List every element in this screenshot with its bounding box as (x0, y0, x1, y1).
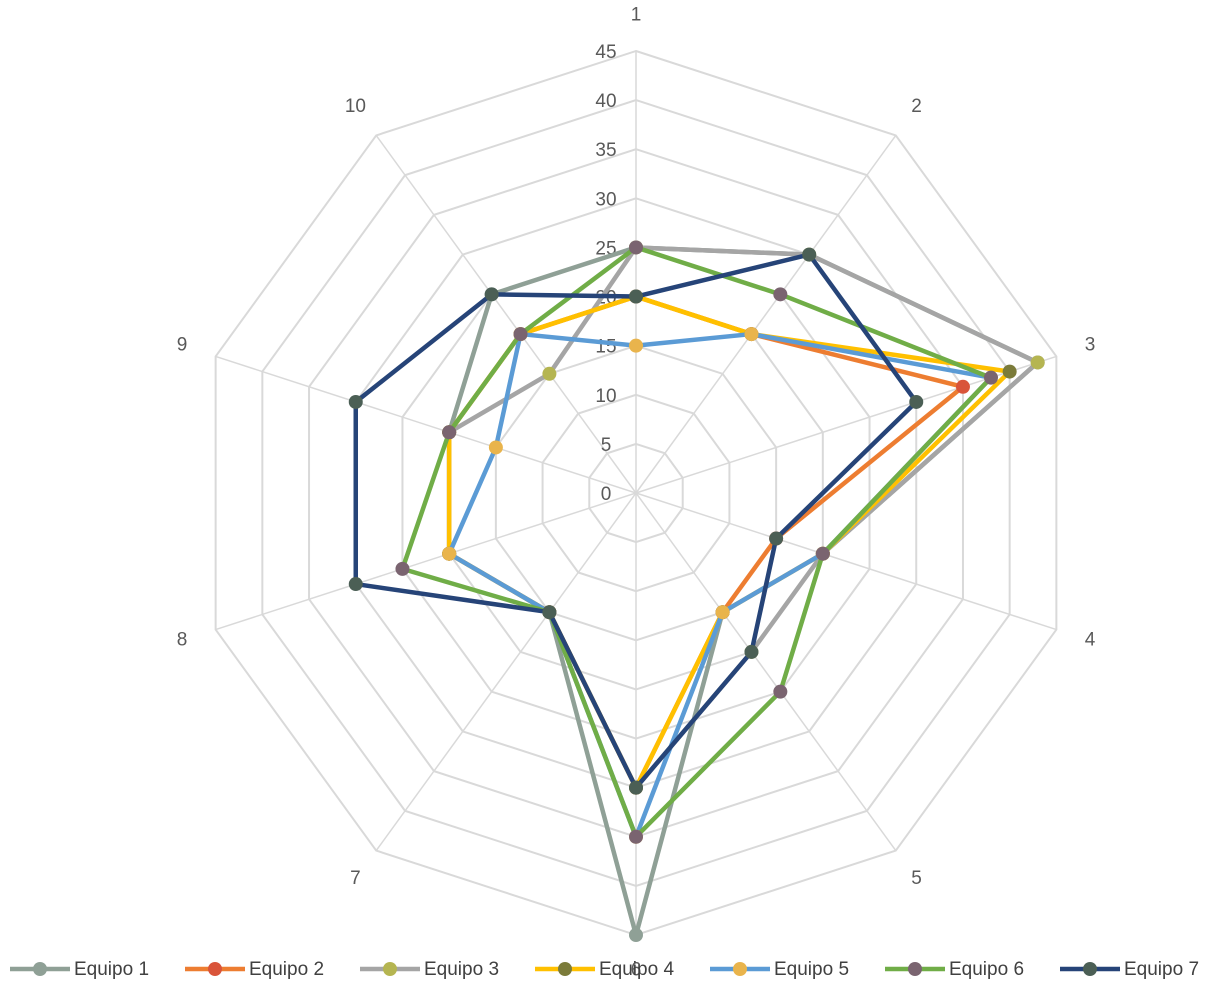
legend-label: Equipo 5 (774, 959, 849, 980)
category-label: 9 (177, 335, 188, 356)
data-point (513, 327, 528, 342)
category-label: 7 (350, 868, 361, 889)
tick-label: 5 (601, 435, 612, 456)
legend-label: Equipo 7 (1124, 959, 1199, 980)
category-label: 1 (631, 5, 642, 26)
tick-label: 35 (595, 140, 616, 161)
legend-item: Equipo 6 (885, 959, 1024, 980)
data-point (983, 370, 998, 385)
data-point (1030, 355, 1045, 370)
data-point (744, 644, 759, 659)
legend-marker (383, 962, 397, 976)
category-label: 4 (1085, 630, 1096, 651)
data-point (769, 531, 784, 546)
data-point (442, 425, 457, 440)
category-label: 5 (911, 868, 922, 889)
grid-spoke (635, 492, 1057, 631)
legend-item: Equipo 7 (1060, 959, 1199, 980)
legend-label: Equipo 3 (424, 959, 499, 980)
data-point (773, 684, 788, 699)
grid-spoke (635, 492, 897, 852)
legend-marker (558, 962, 572, 976)
legend-item: Equipo 2 (185, 959, 324, 980)
legend-item: Equipo 3 (360, 959, 499, 980)
legend-label: Equipo 4 (599, 959, 674, 980)
category-label: 3 (1085, 335, 1096, 356)
tick-label: 45 (595, 42, 616, 63)
grid-spoke (215, 492, 637, 631)
data-point (442, 546, 457, 561)
radar-grid (214, 49, 1058, 937)
data-point (629, 289, 643, 304)
data-point (629, 829, 643, 844)
series-line (446, 294, 966, 790)
category-label: 10 (345, 96, 366, 117)
data-point (629, 240, 643, 255)
data-point (395, 561, 410, 576)
grid-spoke (635, 134, 897, 494)
legend-label: Equipo 6 (949, 959, 1024, 980)
grid-spoke (375, 492, 637, 852)
category-label: 2 (911, 96, 922, 117)
data-point (629, 928, 643, 942)
data-point (542, 366, 557, 381)
series-line (446, 245, 1040, 938)
data-point (348, 577, 363, 592)
data-point (909, 394, 924, 409)
data-point (629, 780, 643, 795)
legend-marker (733, 962, 747, 976)
data-point (773, 287, 788, 302)
legend-marker (908, 962, 922, 976)
grid-spoke (375, 134, 637, 494)
data-point (955, 379, 970, 394)
data-point (815, 546, 830, 561)
category-label: 8 (177, 630, 188, 651)
data-point (744, 327, 759, 342)
tick-label: 0 (601, 484, 612, 505)
tick-label: 10 (595, 386, 616, 407)
legend-marker (33, 962, 47, 976)
data-point (715, 605, 730, 620)
data-point (1002, 364, 1017, 379)
data-point (629, 338, 643, 353)
legend-marker (208, 962, 222, 976)
legend-label: Equipo 1 (74, 959, 149, 980)
data-point (484, 287, 499, 302)
legend-label: Equipo 2 (249, 959, 324, 980)
series-line (446, 294, 1012, 790)
series-line (400, 245, 994, 840)
legend-item: Equipo 1 (10, 959, 149, 980)
legend: Equipo 1 Equipo 2 Equipo 3 Equipo 4 Equipo 5… (10, 959, 1199, 980)
data-point (542, 605, 557, 620)
legend-item: Equipo 5 (710, 959, 849, 980)
data-point (348, 394, 363, 409)
category-label: 6 (631, 959, 642, 980)
data-point (802, 247, 817, 262)
series-layer (348, 240, 1045, 942)
legend-item: Equipo 4 (535, 959, 674, 980)
tick-label: 40 (595, 91, 616, 112)
data-point (488, 440, 503, 455)
series-7 (348, 247, 924, 795)
legend-marker (1083, 962, 1097, 976)
grid-spoke (215, 355, 637, 494)
tick-label: 30 (595, 189, 616, 210)
